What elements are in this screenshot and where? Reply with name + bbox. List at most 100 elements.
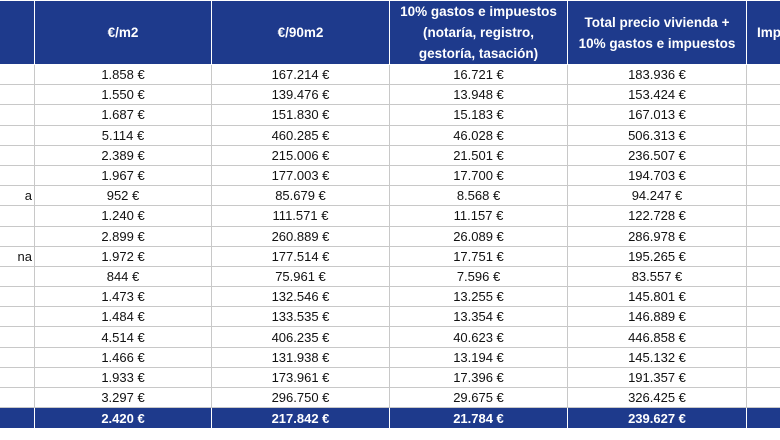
- table-body: 1.858 €167.214 €16.721 €183.936 €1.550 €…: [0, 63, 780, 430]
- cell-impuestos: [746, 104, 780, 126]
- cell-eur-m2: 2.389 €: [34, 144, 212, 166]
- cell-eur-90m2: 133.535 €: [211, 306, 390, 328]
- cell-eur-90m2: 296.750 €: [211, 386, 390, 409]
- cell-eur-90m2: 111.571 €: [211, 205, 390, 227]
- cell-name: a: [0, 185, 35, 207]
- cell-gastos: 13.948 €: [389, 84, 568, 106]
- cell-eur-m2: 952 €: [34, 185, 212, 207]
- cell-total: 83.557 €: [567, 265, 747, 288]
- cell-impuestos: [746, 407, 780, 430]
- table-header: €/m2 €/90m2 10% gastos e impuestos (nota…: [0, 0, 780, 65]
- cell-impuestos: [746, 144, 780, 166]
- cell-eur-m2: 2.899 €: [34, 225, 212, 247]
- cell-eur-m2: 1.933 €: [34, 366, 212, 389]
- cell-eur-m2: 844 €: [34, 265, 212, 288]
- cell-eur-90m2: 75.961 €: [211, 265, 390, 288]
- header-eur-m2: €/m2: [34, 0, 212, 65]
- cell-eur-m2: 1.466 €: [34, 346, 212, 368]
- cell-eur-90m2: 139.476 €: [211, 84, 390, 106]
- cell-name: [0, 104, 35, 126]
- cell-gastos: 17.751 €: [389, 245, 568, 267]
- cell-name: [0, 84, 35, 106]
- cell-eur-m2: 2.420 €: [34, 407, 212, 430]
- cell-impuestos: [746, 63, 780, 86]
- cell-name: [0, 144, 35, 166]
- cell-eur-90m2: 173.961 €: [211, 366, 390, 389]
- cell-total: 506.313 €: [567, 124, 747, 146]
- cell-gastos: 13.194 €: [389, 346, 568, 368]
- cell-eur-90m2: 131.938 €: [211, 346, 390, 368]
- cell-name: [0, 326, 35, 348]
- cell-total: 191.357 €: [567, 366, 747, 389]
- table-row: 2.389 €215.006 €21.501 €236.507 €: [0, 144, 780, 166]
- table-row: 4.514 €406.235 €40.623 €446.858 €: [0, 326, 780, 348]
- cell-impuestos: [746, 205, 780, 227]
- cell-total: 236.507 €: [567, 144, 747, 166]
- cell-total: 446.858 €: [567, 326, 747, 348]
- cell-eur-m2: 1.972 €: [34, 245, 212, 267]
- cell-name: [0, 164, 35, 187]
- cell-eur-m2: 4.514 €: [34, 326, 212, 348]
- cell-eur-m2: 3.297 €: [34, 386, 212, 409]
- cell-eur-m2: 1.687 €: [34, 104, 212, 126]
- cell-name: [0, 306, 35, 328]
- table-row: 2.899 €260.889 €26.089 €286.978 €: [0, 225, 780, 247]
- cell-gastos: 17.396 €: [389, 366, 568, 389]
- cell-gastos: 8.568 €: [389, 185, 568, 207]
- cell-eur-90m2: 260.889 €: [211, 225, 390, 247]
- cell-impuestos: [746, 225, 780, 247]
- cell-name: [0, 407, 35, 430]
- cell-name: [0, 366, 35, 389]
- cell-name: [0, 265, 35, 288]
- table-row: 1.473 €132.546 €13.255 €145.801 €: [0, 286, 780, 308]
- table-row: 3.297 €296.750 €29.675 €326.425 €: [0, 386, 780, 409]
- cell-eur-90m2: 406.235 €: [211, 326, 390, 348]
- table-row: 1.484 €133.535 €13.354 €146.889 €: [0, 306, 780, 328]
- table-row: 1.240 €111.571 €11.157 €122.728 €: [0, 205, 780, 227]
- cell-name: [0, 286, 35, 308]
- cell-impuestos: [746, 306, 780, 328]
- header-row: €/m2 €/90m2 10% gastos e impuestos (nota…: [0, 0, 780, 65]
- cell-name: na: [0, 245, 35, 267]
- cell-total: 194.703 €: [567, 164, 747, 187]
- cell-impuestos: [746, 366, 780, 389]
- cell-total: 286.978 €: [567, 225, 747, 247]
- table-row: 844 €75.961 €7.596 €83.557 €: [0, 265, 780, 288]
- table-row: 1.687 €151.830 €15.183 €167.013 €: [0, 104, 780, 126]
- table-row: 1.967 €177.003 €17.700 €194.703 €: [0, 164, 780, 187]
- cell-gastos: 26.089 €: [389, 225, 568, 247]
- cell-eur-m2: 5.114 €: [34, 124, 212, 146]
- table-row: na 1.972 €177.514 €17.751 €195.265 €: [0, 245, 780, 267]
- header-total: Total precio vivienda + 10% gastos e imp…: [567, 0, 747, 65]
- cell-eur-m2: 1.484 €: [34, 306, 212, 328]
- cell-gastos: 7.596 €: [389, 265, 568, 288]
- total-row: 2.420 €217.842 €21.784 €239.627 €: [0, 407, 780, 430]
- cell-impuestos: [746, 326, 780, 348]
- cell-total: 195.265 €: [567, 245, 747, 267]
- cell-eur-90m2: 132.546 €: [211, 286, 390, 308]
- cell-gastos: 11.157 €: [389, 205, 568, 227]
- cell-total: 239.627 €: [567, 407, 747, 430]
- header-eur-90m2: €/90m2: [211, 0, 390, 65]
- header-gastos: 10% gastos e impuestos (notaría, registr…: [389, 0, 568, 65]
- cell-eur-m2: 1.858 €: [34, 63, 212, 86]
- cell-gastos: 13.354 €: [389, 306, 568, 328]
- cell-total: 146.889 €: [567, 306, 747, 328]
- cell-gastos: 21.501 €: [389, 144, 568, 166]
- cell-impuestos: [746, 346, 780, 368]
- cell-eur-90m2: 217.842 €: [211, 407, 390, 430]
- cell-impuestos: [746, 245, 780, 267]
- cell-eur-90m2: 460.285 €: [211, 124, 390, 146]
- cell-name: [0, 205, 35, 227]
- header-name: [0, 0, 35, 65]
- cell-gastos: 40.623 €: [389, 326, 568, 348]
- header-impuestos: Imp con: [746, 0, 780, 65]
- cell-eur-m2: 1.473 €: [34, 286, 212, 308]
- cell-name: [0, 63, 35, 86]
- cell-name: [0, 386, 35, 409]
- cell-gastos: 13.255 €: [389, 286, 568, 308]
- cell-total: 122.728 €: [567, 205, 747, 227]
- cell-name: [0, 346, 35, 368]
- cell-impuestos: [746, 185, 780, 207]
- cell-name: [0, 124, 35, 146]
